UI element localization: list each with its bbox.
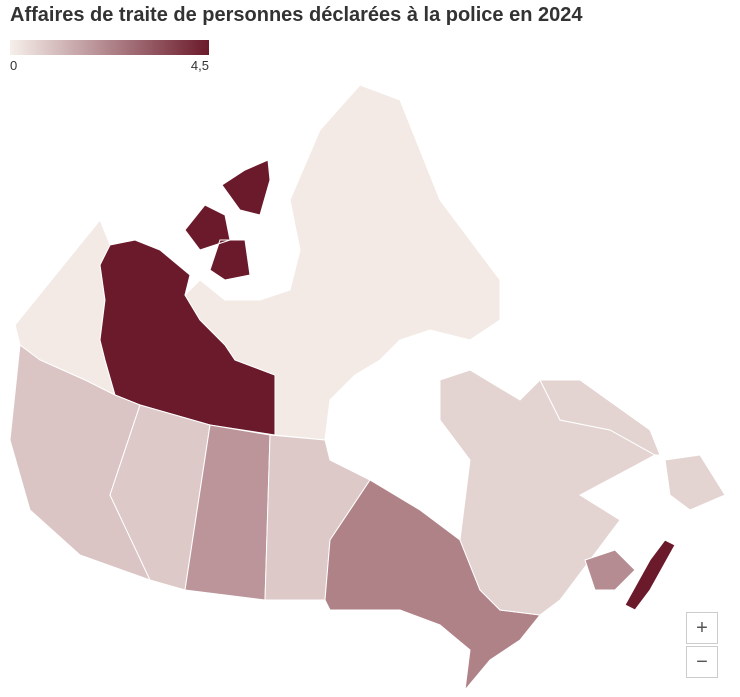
legend-max: 4,5 [190, 58, 209, 73]
region [184, 84, 501, 441]
region [539, 379, 726, 511]
legend-min: 0 [10, 58, 18, 73]
title: Affaires de traite de personnes déclarée… [10, 4, 583, 26]
zoom-out[interactable]: − [686, 646, 718, 678]
legend-gradient [10, 40, 209, 55]
region [624, 539, 676, 611]
region [584, 549, 636, 591]
zoom-in[interactable]: + [686, 612, 718, 644]
region [439, 369, 657, 616]
region [109, 404, 211, 591]
